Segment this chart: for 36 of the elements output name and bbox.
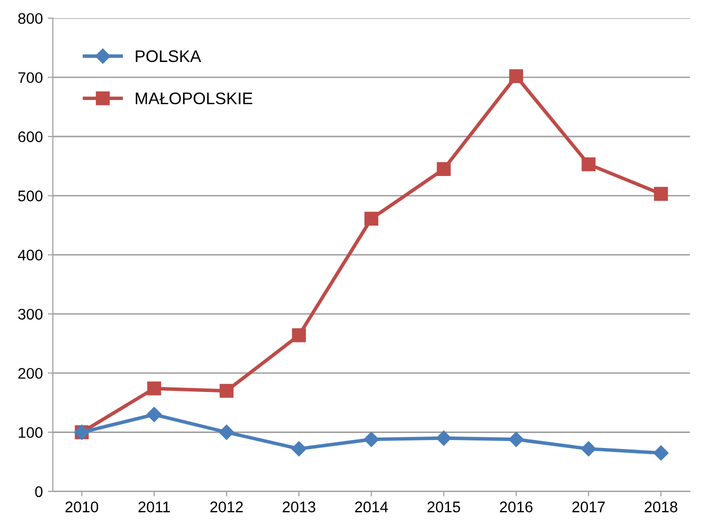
- point: [653, 445, 669, 461]
- x-tick-label: 2015: [428, 502, 460, 512]
- x-tick-label: 2014: [355, 502, 388, 512]
- y-tick-label: 0: [35, 486, 42, 498]
- point: [654, 186, 668, 201]
- point: [580, 441, 596, 456]
- point: [436, 162, 451, 176]
- x-tick-label: 2016: [500, 502, 532, 512]
- point: [436, 430, 452, 446]
- point: [364, 212, 378, 226]
- point: [291, 441, 307, 456]
- point: [582, 157, 596, 172]
- point: [509, 69, 524, 84]
- point: [146, 406, 162, 422]
- y-tick-label: 300: [18, 308, 42, 320]
- point: [292, 328, 306, 342]
- legend-label: POLSKA: [136, 50, 202, 62]
- y-tick-label: 600: [18, 131, 42, 142]
- y-tick-label: 700: [18, 72, 42, 84]
- x-tick-label: 2012: [210, 502, 243, 512]
- x-tick-label: 2011: [138, 502, 170, 512]
- x-tick-label: 2013: [282, 502, 316, 512]
- y-tick-label: 500: [18, 190, 42, 202]
- point: [508, 432, 524, 447]
- y-tick-label: 100: [18, 427, 42, 438]
- y-tick-label: 400: [18, 250, 42, 260]
- x-tick-label: 2017: [572, 502, 605, 512]
- legend-label: MAŁOPOLSKIE: [136, 92, 252, 104]
- x-tick-label: 2018: [644, 502, 678, 512]
- point: [147, 382, 162, 396]
- point: [220, 384, 234, 398]
- x-tick-label: 2010: [66, 502, 98, 512]
- point: [364, 432, 379, 447]
- y-tick-label: 200: [18, 368, 42, 379]
- point: [218, 424, 234, 440]
- y-tick-label: 800: [18, 13, 42, 24]
